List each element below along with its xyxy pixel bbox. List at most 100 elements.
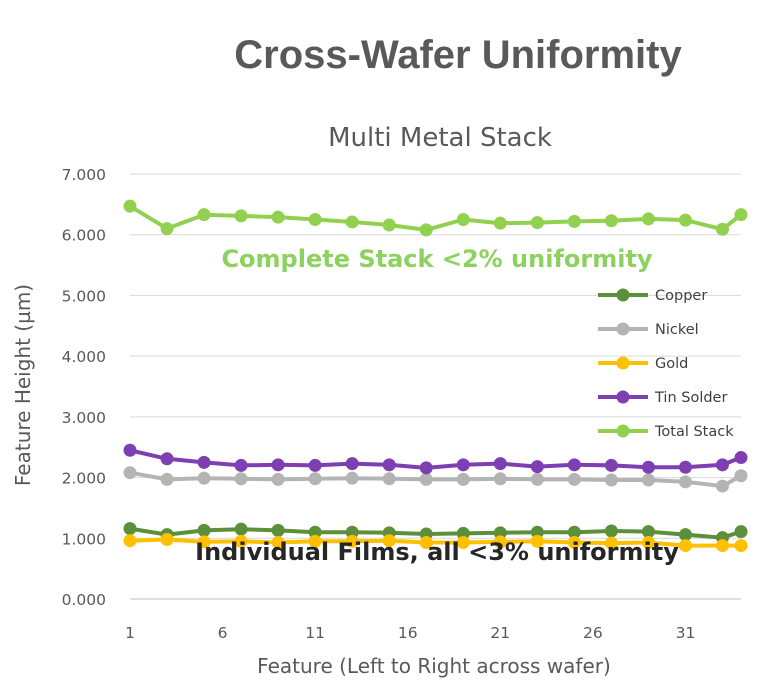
data-point-nickel (123, 466, 137, 480)
data-point-gold (197, 535, 211, 549)
x-axis-label: Feature (Left to Right across wafer) (257, 654, 611, 678)
data-point-nickel (382, 472, 396, 486)
data-point-tin-solder (604, 458, 618, 472)
data-point-nickel (678, 475, 692, 489)
data-point-nickel (530, 472, 544, 486)
data-point-tin-solder (641, 460, 655, 474)
x-tick-label: 26 (583, 624, 603, 642)
data-point-total-stack (123, 199, 137, 213)
data-point-total-stack (419, 223, 433, 237)
data-point-gold (530, 534, 544, 548)
y-tick-label: 0.000 (62, 591, 106, 609)
data-point-copper (734, 525, 748, 539)
data-point-nickel (160, 472, 174, 486)
data-point-gold (308, 534, 322, 548)
data-point-nickel (567, 472, 581, 486)
data-point-copper (271, 523, 285, 537)
y-tick-label: 3.000 (62, 409, 106, 427)
legend-marker (616, 356, 630, 370)
data-point-nickel (493, 472, 507, 486)
data-point-copper (456, 526, 470, 540)
data-point-copper (604, 524, 618, 538)
data-point-tin-solder (456, 458, 470, 472)
data-point-nickel (456, 472, 470, 486)
legend-item-tin-solder: Tin Solder (598, 390, 727, 406)
legend-label: Total Stack (654, 424, 734, 440)
data-point-tin-solder (197, 455, 211, 469)
x-tick-label: 6 (218, 624, 228, 642)
data-point-total-stack (197, 208, 211, 222)
data-point-gold (493, 535, 507, 549)
data-point-tin-solder (271, 458, 285, 472)
data-point-gold (419, 536, 433, 550)
data-point-nickel (271, 472, 285, 486)
series-total-stack (123, 199, 748, 237)
data-point-nickel (715, 479, 729, 493)
page-title: Cross-Wafer Uniformity (234, 33, 682, 77)
legend-item-nickel: Nickel (598, 322, 699, 338)
x-tick-labels: 1 6 11 16 21 26 31 (125, 624, 695, 642)
annotation-individual-films: Individual Films, all <3% uniformity (195, 538, 679, 566)
data-point-tin-solder (160, 452, 174, 466)
data-point-total-stack (604, 214, 618, 228)
y-tick-label: 2.000 (62, 470, 106, 488)
data-point-tin-solder (123, 443, 137, 457)
x-tick-label: 1 (125, 624, 135, 642)
annotation-complete-stack: Complete Stack <2% uniformity (221, 245, 652, 273)
data-point-total-stack (345, 215, 359, 229)
data-point-nickel (604, 473, 618, 487)
data-point-total-stack (715, 222, 729, 236)
data-point-copper (234, 522, 248, 536)
legend-marker (616, 288, 630, 302)
series-group (123, 199, 748, 553)
data-point-copper (641, 525, 655, 539)
data-point-total-stack (641, 212, 655, 226)
data-point-tin-solder (715, 458, 729, 472)
data-point-gold (678, 539, 692, 553)
series-tin-solder (123, 443, 748, 475)
x-tick-label: 16 (398, 624, 418, 642)
data-point-total-stack (160, 222, 174, 236)
data-point-tin-solder (678, 460, 692, 474)
data-point-gold (567, 536, 581, 550)
data-point-tin-solder (493, 457, 507, 471)
data-point-total-stack (382, 218, 396, 232)
data-point-gold (234, 534, 248, 548)
data-point-total-stack (678, 213, 692, 227)
y-tick-label: 4.000 (62, 348, 106, 366)
legend-label: Tin Solder (654, 390, 727, 406)
data-point-total-stack (271, 210, 285, 224)
data-point-copper (678, 528, 692, 542)
y-tick-label: 6.000 (62, 227, 106, 245)
data-point-total-stack (493, 216, 507, 230)
data-point-total-stack (456, 213, 470, 227)
legend-label: Nickel (655, 322, 699, 338)
data-point-nickel (234, 472, 248, 486)
x-tick-label: 11 (305, 624, 325, 642)
data-point-gold (382, 534, 396, 548)
data-point-gold (160, 533, 174, 546)
series-gold (123, 533, 748, 553)
data-point-gold (604, 536, 618, 550)
data-point-total-stack (734, 208, 748, 222)
y-tick-label: 7.000 (62, 166, 106, 184)
data-point-tin-solder (567, 458, 581, 472)
x-tick-label: 31 (676, 624, 696, 642)
data-point-copper (493, 526, 507, 540)
data-point-gold (734, 539, 748, 553)
series-nickel (123, 466, 748, 493)
data-point-gold (715, 539, 729, 553)
data-point-tin-solder (308, 458, 322, 472)
data-point-copper (123, 522, 137, 536)
data-point-copper (530, 525, 544, 539)
legend-item-copper: Copper (598, 288, 707, 304)
data-point-nickel (419, 472, 433, 486)
y-axis-label: Feature Height (µm) (11, 284, 35, 486)
y-tick-label: 5.000 (62, 287, 106, 305)
data-point-copper (197, 523, 211, 537)
legend-marker (616, 424, 630, 438)
series-copper (123, 522, 748, 545)
data-point-tin-solder (234, 458, 248, 472)
data-point-gold (641, 536, 655, 550)
